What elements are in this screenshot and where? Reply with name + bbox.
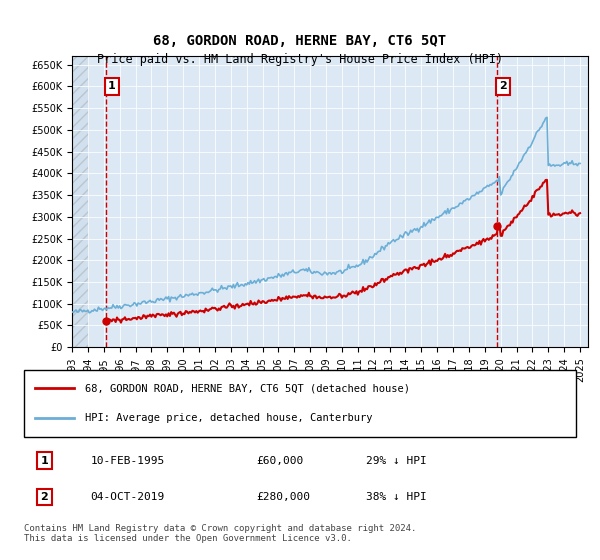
Text: 29% ↓ HPI: 29% ↓ HPI	[366, 456, 427, 465]
Text: HPI: Average price, detached house, Canterbury: HPI: Average price, detached house, Cant…	[85, 413, 372, 423]
Text: 2: 2	[41, 492, 49, 502]
Text: 68, GORDON ROAD, HERNE BAY, CT6 5QT (detached house): 68, GORDON ROAD, HERNE BAY, CT6 5QT (det…	[85, 384, 410, 394]
Text: 1: 1	[41, 456, 49, 465]
Text: Contains HM Land Registry data © Crown copyright and database right 2024.
This d: Contains HM Land Registry data © Crown c…	[24, 524, 416, 543]
Text: £60,000: £60,000	[256, 456, 303, 465]
Text: 68, GORDON ROAD, HERNE BAY, CT6 5QT: 68, GORDON ROAD, HERNE BAY, CT6 5QT	[154, 34, 446, 48]
Text: £280,000: £280,000	[256, 492, 310, 502]
FancyBboxPatch shape	[24, 370, 576, 437]
Text: 38% ↓ HPI: 38% ↓ HPI	[366, 492, 427, 502]
Text: 10-FEB-1995: 10-FEB-1995	[90, 456, 164, 465]
Text: 04-OCT-2019: 04-OCT-2019	[90, 492, 164, 502]
Text: 1: 1	[108, 81, 116, 91]
Text: 2: 2	[499, 81, 507, 91]
Text: Price paid vs. HM Land Registry's House Price Index (HPI): Price paid vs. HM Land Registry's House …	[97, 53, 503, 66]
Bar	[72, 56, 88, 347]
